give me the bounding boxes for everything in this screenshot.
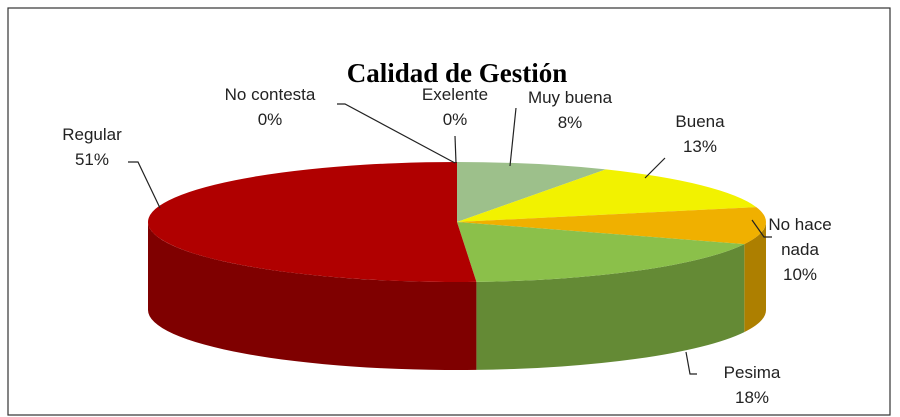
leader-lines (128, 103, 772, 375)
value-label: 18% (734, 388, 770, 407)
value-label: 0% (257, 110, 283, 129)
pie-slice-side (744, 222, 766, 333)
leader-line (685, 351, 697, 375)
leader-line (454, 135, 457, 164)
value-label: 8% (557, 113, 583, 132)
pie-slice (147, 162, 477, 282)
leader-line (509, 107, 517, 167)
category-label: Exelente (421, 85, 489, 104)
value-label: 0% (442, 110, 468, 129)
pie-slice (457, 207, 767, 245)
pie-slice (457, 162, 606, 222)
leader-line (337, 103, 456, 164)
category-label: Buena (675, 112, 725, 131)
category-label: No contesta (224, 85, 316, 104)
data-label: Exelente 0% (422, 82, 488, 132)
pie-slice (457, 169, 757, 222)
pie-slice (457, 222, 745, 282)
category-label: No hace nada (768, 215, 832, 259)
value-label: 13% (682, 137, 718, 156)
pie (147, 162, 767, 370)
leader-line (644, 157, 666, 179)
value-label: 10% (782, 265, 818, 284)
data-label: Regular 51% (62, 122, 122, 172)
leader-line (751, 219, 772, 238)
leader-line (128, 161, 161, 209)
pie-slice-side (148, 222, 477, 370)
data-label: Pesima 18% (724, 360, 781, 410)
chart-title: Calidad de Gestión (346, 58, 568, 88)
data-label: Muy buena 8% (528, 85, 612, 135)
data-label: No contesta 0% (225, 82, 316, 132)
data-label: Buena 13% (675, 109, 724, 159)
pie-slice-side (476, 244, 745, 370)
category-label: Pesima (723, 363, 781, 382)
value-label: 51% (74, 150, 110, 169)
data-label: No hace nada 10% (765, 212, 835, 287)
category-label: Regular (62, 125, 122, 144)
category-label: Muy buena (527, 88, 613, 107)
